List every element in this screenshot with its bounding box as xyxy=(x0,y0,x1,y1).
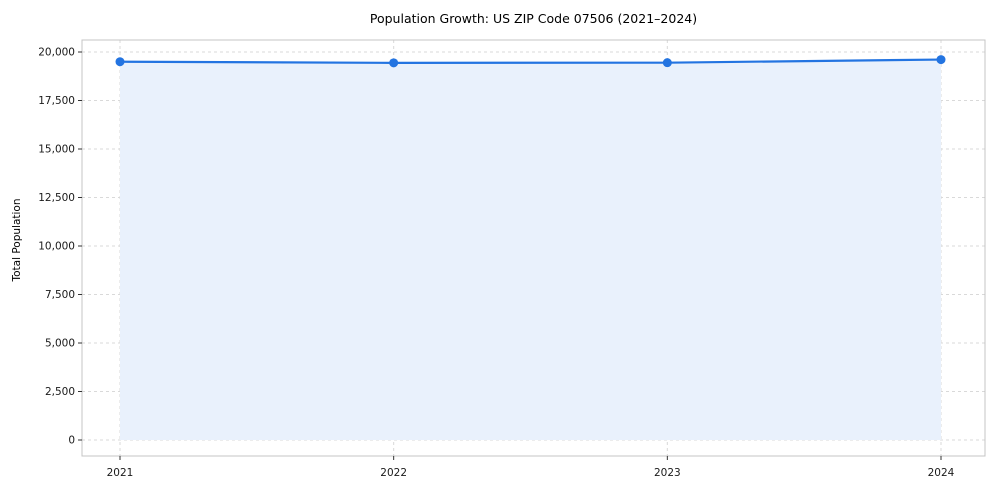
y-tick-label: 10,000 xyxy=(38,241,75,253)
y-tick-label: 17,500 xyxy=(38,95,75,107)
x-tick-label: 2022 xyxy=(380,467,407,479)
plot-border xyxy=(81,39,986,457)
y-tick-label: 20,000 xyxy=(38,47,75,59)
y-tick-label: 2,500 xyxy=(45,386,75,398)
y-axis-label: Total Population xyxy=(11,198,23,282)
y-tick-label: 5,000 xyxy=(45,338,75,350)
x-tick-label: 2021 xyxy=(107,467,134,479)
x-tick-label: 2023 xyxy=(654,467,681,479)
data-point xyxy=(115,57,125,67)
y-tick-label: 12,500 xyxy=(38,192,75,204)
data-point xyxy=(662,58,672,68)
data-point xyxy=(389,58,399,68)
area-fill xyxy=(120,59,941,440)
chart-title: Population Growth: US ZIP Code 07506 (20… xyxy=(370,11,697,26)
data-line xyxy=(118,58,943,64)
x-tick-label: 2024 xyxy=(928,467,955,479)
y-tick-label: 7,500 xyxy=(45,289,75,301)
data-point xyxy=(936,55,946,65)
y-tick-label: 15,000 xyxy=(38,144,75,156)
y-tick-label: 0 xyxy=(68,435,75,447)
